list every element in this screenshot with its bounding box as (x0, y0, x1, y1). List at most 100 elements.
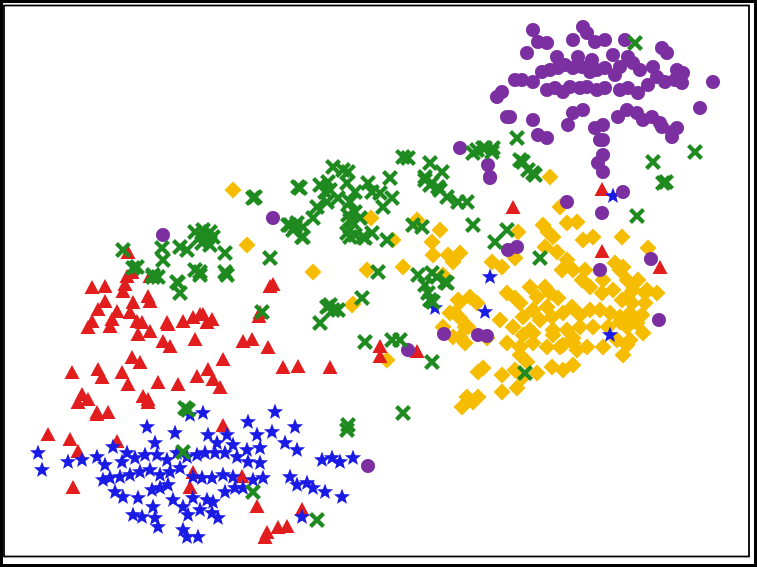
data-point-blue-stars (151, 466, 169, 482)
data-point-green-x-marks (309, 512, 325, 528)
data-point-purple-circles (437, 327, 451, 341)
data-point-red-triangles (70, 395, 86, 409)
data-point-gold-diamonds (564, 356, 582, 374)
data-point-blue-stars (239, 453, 257, 469)
data-point-blue-stars (164, 491, 182, 507)
data-point-red-triangles (125, 295, 141, 309)
data-point-blue-stars (184, 468, 202, 484)
data-point-red-triangles (594, 182, 610, 196)
data-point-red-triangles (594, 244, 610, 258)
data-point-gold-diamonds (431, 221, 449, 239)
data-point-blue-stars (148, 446, 166, 462)
data-point-red-triangles (64, 365, 80, 379)
data-point-blue-stars (333, 488, 351, 504)
data-point-blue-stars (151, 479, 169, 495)
data-point-red-triangles (372, 349, 388, 363)
data-point-blue-stars (191, 501, 209, 517)
data-point-gold-diamonds (633, 306, 651, 324)
data-point-gold-diamonds (493, 383, 511, 401)
data-point-purple-circles (660, 46, 674, 60)
data-point-purple-circles (526, 75, 540, 89)
data-point-purple-circles (606, 48, 620, 62)
data-point-blue-stars (29, 444, 47, 460)
data-point-green-x-marks (115, 242, 131, 258)
data-point-red-triangles (170, 377, 186, 391)
data-point-green-x-marks (175, 444, 191, 460)
data-point-red-triangles (200, 362, 216, 376)
data-point-gold-diamonds (544, 228, 562, 246)
data-point-green-x-marks (245, 484, 261, 500)
data-point-gold-diamonds (528, 288, 546, 306)
data-point-red-triangles (372, 339, 388, 353)
data-point-green-x-marks (325, 302, 341, 318)
data-point-gold-diamonds (508, 379, 526, 397)
data-point-purple-circles (576, 103, 590, 117)
data-point-blue-stars (266, 403, 284, 419)
data-point-blue-stars (101, 469, 119, 485)
data-point-blue-stars (263, 423, 281, 439)
data-point-gold-diamonds (544, 326, 562, 344)
data-point-blue-stars (281, 468, 299, 484)
data-point-red-triangles (160, 317, 176, 331)
data-point-blue-stars (234, 479, 252, 495)
data-point-blue-stars (174, 498, 192, 514)
data-point-blue-stars (206, 444, 224, 460)
data-point-gold-diamonds (553, 261, 571, 279)
data-point-blue-stars (33, 461, 51, 477)
data-point-purple-circles (593, 263, 607, 277)
data-point-blue-stars (288, 476, 306, 492)
data-point-green-x-marks (459, 194, 475, 210)
data-point-green-x-marks (392, 332, 408, 348)
data-point-gold-diamonds (613, 228, 631, 246)
data-point-blue-stars (198, 491, 216, 507)
data-point-gold-diamonds (618, 288, 636, 306)
data-point-green-x-marks (417, 169, 433, 185)
data-point-green-x-marks (347, 184, 363, 200)
data-point-purple-circles (616, 185, 630, 199)
data-point-red-triangles (120, 377, 136, 391)
data-point-blue-stars (228, 448, 246, 464)
data-point-green-x-marks (370, 264, 386, 280)
data-point-gold-diamonds (511, 294, 529, 312)
data-point-blue-stars (111, 468, 129, 484)
data-point-green-x-marks (285, 222, 301, 238)
data-point-gold-diamonds (549, 289, 567, 307)
data-point-purple-circles (560, 195, 574, 209)
data-point-green-x-marks (129, 259, 145, 275)
data-point-blue-stars (104, 438, 122, 454)
data-point-gold-diamonds (469, 388, 487, 406)
data-point-green-x-marks (254, 304, 270, 320)
data-point-blue-stars (193, 469, 211, 485)
data-point-blue-stars (88, 448, 106, 464)
data-point-blue-stars (159, 476, 177, 492)
data-point-red-triangles (80, 320, 96, 334)
data-point-blue-stars (188, 446, 206, 462)
data-point-red-triangles (90, 302, 106, 316)
data-point-green-x-marks (484, 144, 500, 160)
data-point-purple-circles (566, 33, 580, 47)
data-point-gold-diamonds (636, 284, 654, 302)
data-point-red-triangles (260, 340, 276, 354)
data-point-green-x-marks (439, 275, 455, 291)
data-point-purple-circles (598, 81, 612, 95)
data-point-blue-stars (138, 418, 156, 434)
data-point-green-x-marks (420, 285, 436, 301)
data-point-blue-stars (149, 518, 167, 534)
data-point-green-x-marks (357, 334, 373, 350)
data-point-blue-stars (166, 424, 184, 440)
data-point-purple-circles (580, 26, 594, 40)
data-point-gold-diamonds (304, 263, 322, 281)
data-point-gold-diamonds (449, 291, 467, 309)
data-point-green-x-marks (414, 219, 430, 235)
data-point-blue-stars (204, 493, 222, 509)
data-point-gold-diamonds (528, 364, 546, 382)
series-gold-diamonds (224, 168, 666, 416)
data-point-gold-diamonds (493, 366, 511, 384)
data-point-red-triangles (122, 305, 138, 319)
data-point-gold-diamonds (584, 228, 602, 246)
data-point-red-triangles (97, 279, 113, 293)
data-point-green-x-marks (517, 365, 533, 381)
data-point-purple-circles (596, 165, 610, 179)
data-point-red-triangles (62, 432, 78, 446)
data-point-purple-circles (500, 110, 514, 124)
